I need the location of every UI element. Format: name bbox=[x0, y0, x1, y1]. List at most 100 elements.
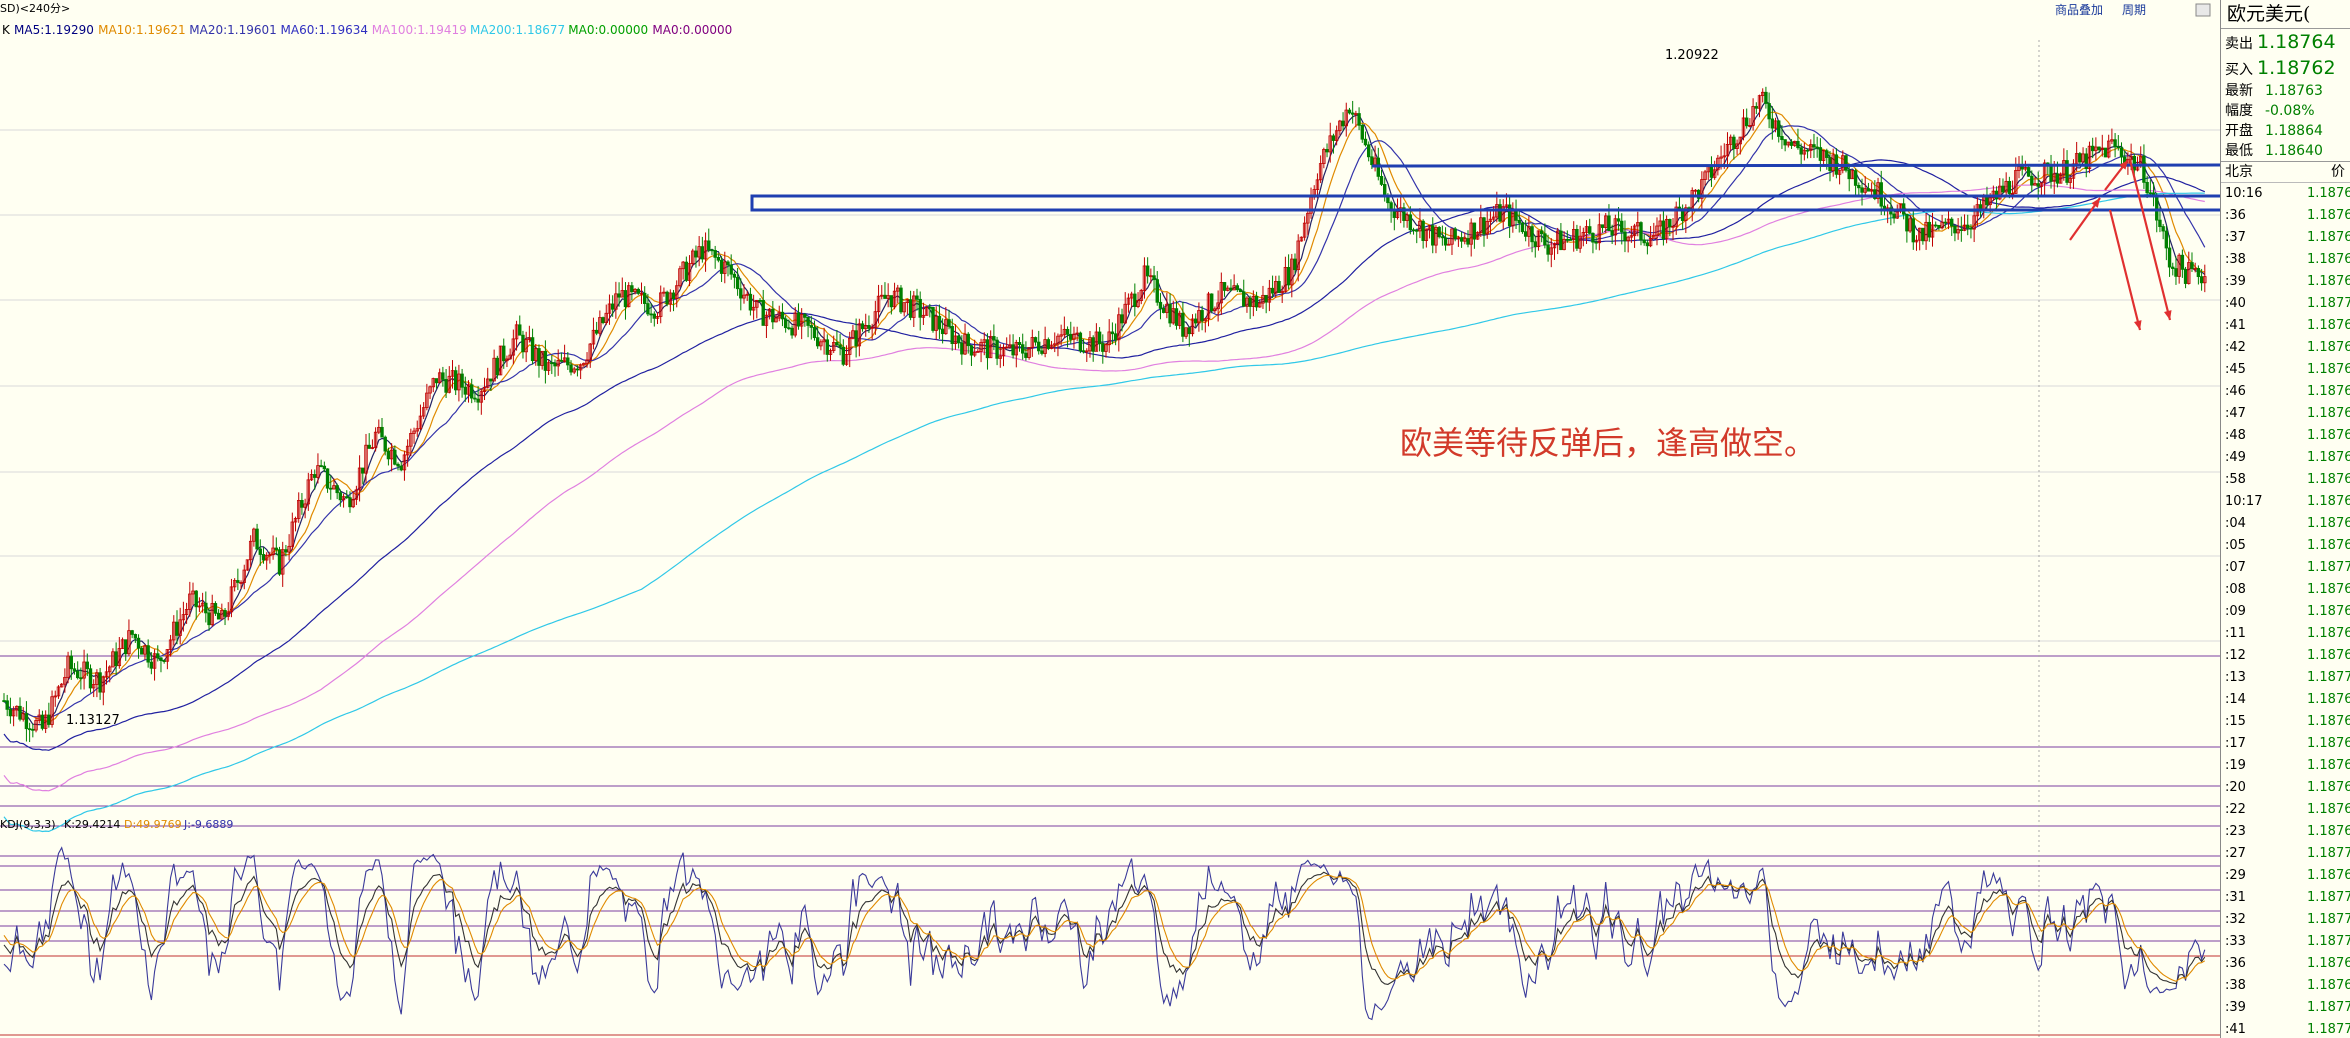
candle-body bbox=[335, 485, 339, 494]
candle-body bbox=[665, 291, 669, 305]
candle-body bbox=[367, 444, 371, 449]
tick-time: :40 bbox=[2225, 296, 2246, 311]
candle-body bbox=[143, 645, 147, 655]
projection-arrow bbox=[2128, 159, 2172, 321]
candle-body bbox=[825, 339, 829, 355]
candle-body bbox=[1123, 303, 1127, 324]
candle-body bbox=[136, 637, 141, 649]
price-chart[interactable]: SD)<240分> K MA5:1.19290 MA10:1.19621 MA20:… bbox=[0, 0, 2220, 1038]
link-period[interactable]: 周期 bbox=[2122, 3, 2146, 17]
candle-body bbox=[2183, 268, 2188, 284]
tick-time: :11 bbox=[2225, 626, 2246, 641]
candle-body bbox=[357, 467, 362, 491]
tick-time: :13 bbox=[2225, 670, 2246, 685]
candle-body bbox=[1193, 318, 1198, 324]
candle-body bbox=[540, 350, 544, 366]
candle-body bbox=[1200, 310, 1204, 322]
candle-body bbox=[1645, 242, 1650, 247]
candle-body bbox=[1998, 185, 2002, 200]
candle-body bbox=[767, 308, 772, 316]
candle-body bbox=[751, 306, 756, 311]
candle-body bbox=[867, 325, 871, 329]
stat-value: 1.18640 bbox=[2265, 143, 2323, 159]
candle-body bbox=[11, 709, 16, 717]
candle-body bbox=[502, 345, 506, 362]
candle-body bbox=[162, 660, 166, 662]
tick-row: :11 1.1876 bbox=[2221, 623, 2350, 645]
tick-price: 1.1876 bbox=[2307, 230, 2350, 245]
tick-row: :05 1.1876 bbox=[2221, 535, 2350, 557]
candle-body bbox=[1155, 279, 1159, 303]
link-overlay[interactable]: 商品叠加 bbox=[2055, 2, 2103, 17]
tick-price: 1.1876 bbox=[2307, 736, 2350, 751]
stat-row: 最低 1.18640 bbox=[2221, 141, 2350, 161]
tick-price: 1.1876 bbox=[2307, 714, 2350, 729]
candle-body bbox=[482, 386, 487, 393]
candle-body bbox=[1709, 165, 1714, 178]
candle-body bbox=[1463, 238, 1467, 242]
candle-body bbox=[1722, 155, 1726, 158]
candle-body bbox=[232, 580, 237, 588]
scroll-up-button[interactable] bbox=[2195, 3, 2211, 17]
candle-body bbox=[771, 308, 775, 323]
candle-body bbox=[2065, 160, 2069, 183]
candle-body bbox=[594, 329, 599, 334]
candle-body bbox=[1136, 300, 1140, 307]
candle-body bbox=[498, 345, 503, 376]
tick-price: 1.1876 bbox=[2307, 604, 2350, 619]
candle-body bbox=[146, 645, 150, 663]
tick-price: 1.1877 bbox=[2307, 912, 2350, 927]
candle-body bbox=[1700, 179, 1704, 199]
candle-body bbox=[2081, 153, 2085, 163]
tick-row: 10:16 1.1876 bbox=[2221, 183, 2350, 205]
ma-legend: MA5:1.19290 MA10:1.19621 MA20:1.19601 MA60:… bbox=[14, 23, 732, 37]
candle-body bbox=[21, 713, 25, 720]
ma-label: MA20:1.19601 bbox=[189, 23, 276, 37]
candle-body bbox=[806, 316, 810, 326]
candle-body bbox=[1418, 220, 1422, 232]
tick-row: :15 1.1876 bbox=[2221, 711, 2350, 733]
candle-body bbox=[1876, 182, 1880, 199]
candle-body bbox=[1735, 143, 1739, 150]
candle-body bbox=[2087, 145, 2092, 170]
candle-body bbox=[348, 497, 352, 508]
tick-time: :33 bbox=[2225, 934, 2246, 949]
arrow-head bbox=[2133, 320, 2142, 330]
candle-body bbox=[783, 318, 788, 329]
candle-body bbox=[678, 268, 682, 287]
candle-body bbox=[838, 344, 842, 348]
candle-body bbox=[642, 292, 647, 304]
candle-body bbox=[2039, 182, 2044, 187]
candle-body bbox=[1642, 239, 1646, 244]
tick-time: :41 bbox=[2225, 318, 2246, 333]
candle-body bbox=[630, 285, 634, 293]
candle-body bbox=[1177, 312, 1182, 326]
candle-body bbox=[703, 240, 708, 260]
candle-body bbox=[284, 549, 288, 553]
candle-body bbox=[165, 649, 170, 662]
tick-row: :14 1.1876 bbox=[2221, 689, 2350, 711]
tick-time: :36 bbox=[2225, 208, 2246, 223]
candle-body bbox=[2055, 173, 2060, 184]
tick-row: :19 1.1876 bbox=[2221, 755, 2350, 777]
tick-price: 1.1876 bbox=[2307, 494, 2350, 509]
candle-body bbox=[95, 672, 99, 685]
candle-body bbox=[1443, 237, 1448, 246]
candle-body bbox=[476, 398, 480, 403]
candle-body bbox=[2171, 266, 2175, 269]
tick-row: :36 1.1876 bbox=[2221, 953, 2350, 975]
candle-body bbox=[908, 299, 913, 318]
candle-body bbox=[915, 295, 919, 300]
candle-body bbox=[2036, 183, 2040, 187]
candle-body bbox=[1008, 344, 1012, 348]
arrow-head bbox=[2119, 160, 2128, 170]
candle-body bbox=[2103, 147, 2108, 158]
tick-list[interactable]: 10:16 1.1876:36 1.1876:37 1.1876:38 1.1876:3… bbox=[2221, 183, 2350, 1038]
candle-body bbox=[2196, 268, 2201, 278]
candle-body bbox=[255, 528, 259, 550]
candle-body bbox=[200, 602, 205, 607]
candle-body bbox=[271, 547, 275, 556]
candle-body bbox=[1549, 247, 1553, 255]
stat-label: 幅度 bbox=[2225, 103, 2253, 119]
tick-row: :27 1.1877 bbox=[2221, 843, 2350, 865]
